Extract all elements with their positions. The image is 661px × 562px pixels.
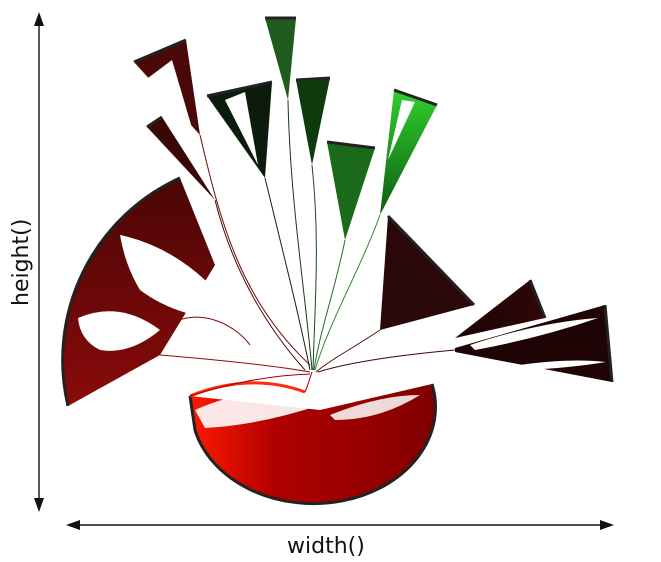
width-label: width(): [287, 534, 365, 559]
height-arrow: [34, 12, 44, 512]
green-cluster: [326, 88, 438, 240]
right-dark-cluster: [380, 214, 614, 383]
left-red-cluster: [61, 176, 240, 407]
top-dark-cluster: [206, 16, 331, 178]
edge-bundles: [159, 99, 456, 397]
width-arrow: [66, 520, 614, 530]
bottom-red-cluster: [188, 381, 437, 506]
top-left-maroon-cluster: [133, 38, 215, 200]
height-label: height(): [9, 219, 34, 306]
